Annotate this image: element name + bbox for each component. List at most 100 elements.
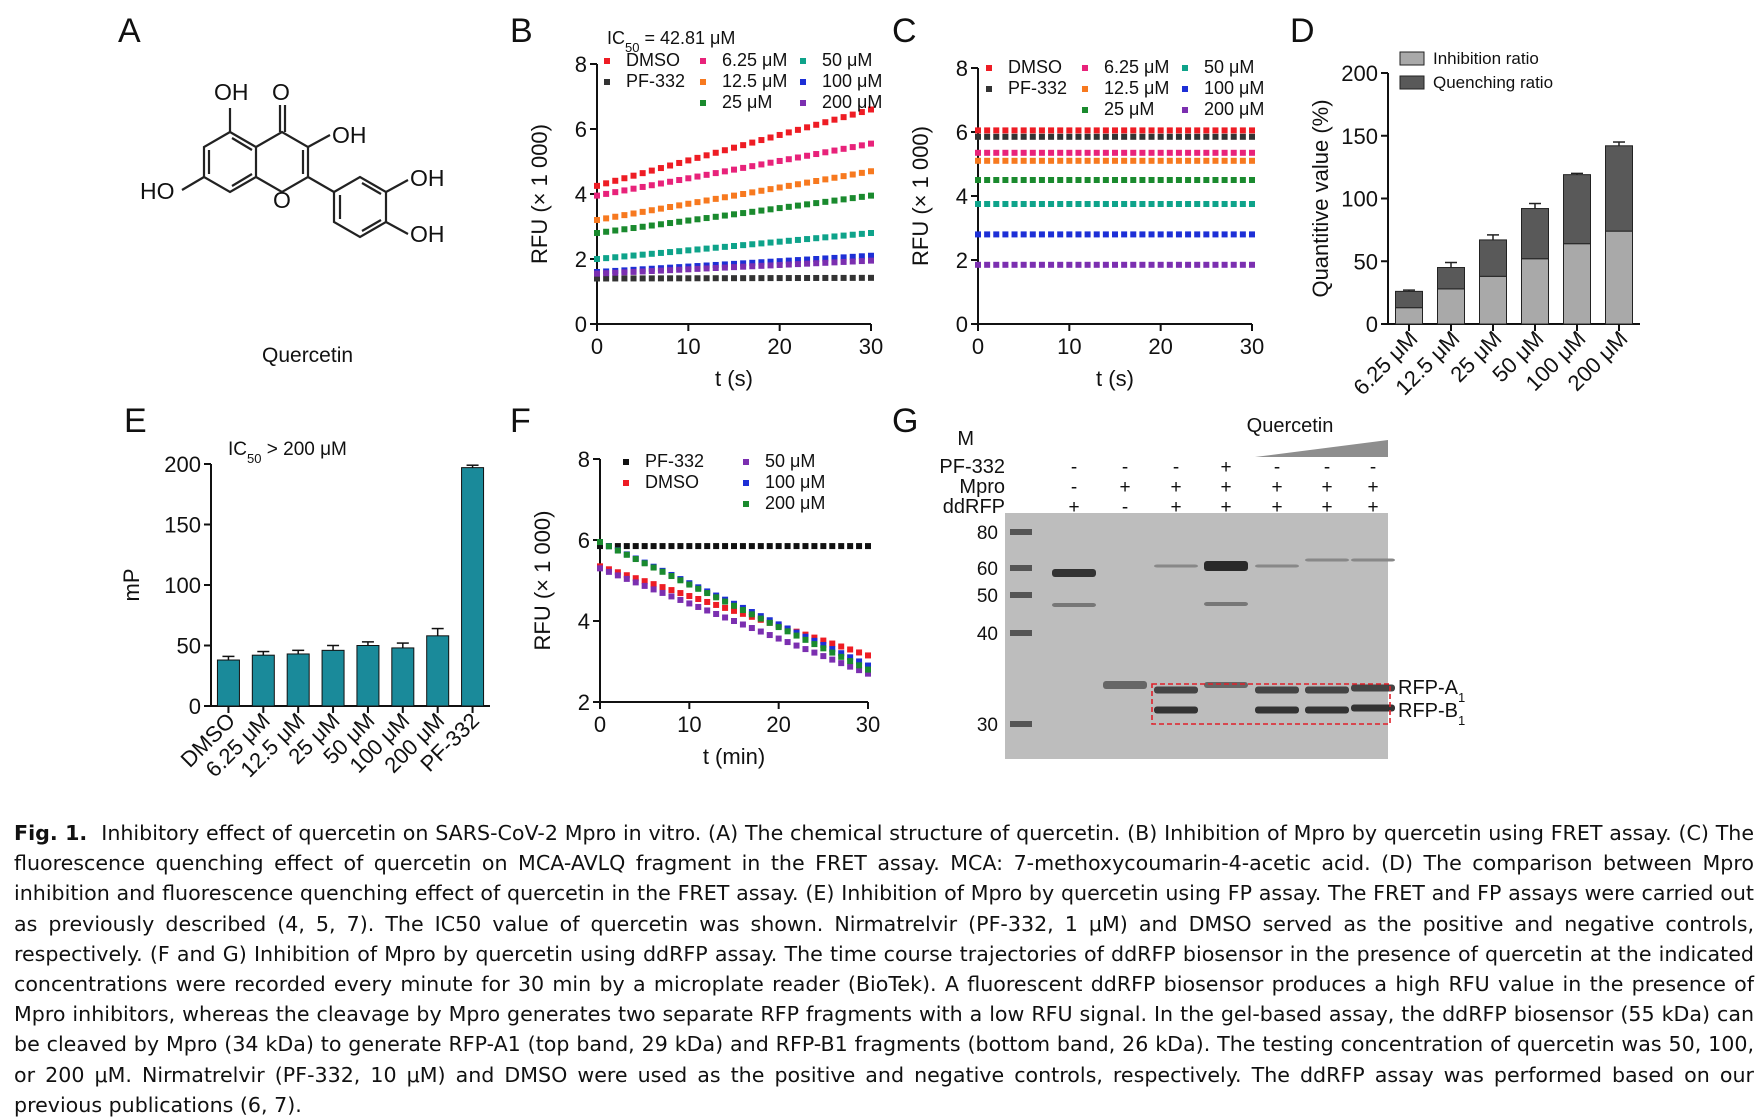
y-axis-label: RFU (× 1 000) bbox=[527, 124, 552, 264]
data-point bbox=[612, 189, 619, 196]
data-point bbox=[1230, 231, 1237, 238]
data-point bbox=[1075, 157, 1082, 164]
label-oh-catechol1: OH bbox=[410, 165, 445, 191]
gradient-label: Quercetin bbox=[1247, 415, 1334, 437]
data-point bbox=[722, 543, 729, 550]
data-point bbox=[597, 539, 603, 546]
legend-marker bbox=[986, 86, 992, 92]
y-tick-label: 2 bbox=[578, 690, 590, 715]
data-point bbox=[731, 243, 737, 249]
gel-band bbox=[1255, 686, 1299, 694]
y-tick-label: 200 bbox=[164, 452, 201, 477]
data-point bbox=[838, 653, 845, 660]
x-tick-label: 0 bbox=[594, 712, 606, 737]
data-point bbox=[813, 256, 820, 262]
data-point bbox=[1020, 231, 1027, 238]
data-point bbox=[1130, 201, 1137, 207]
data-point bbox=[822, 255, 829, 262]
data-point bbox=[639, 170, 646, 177]
data-point bbox=[1093, 127, 1100, 134]
data-point bbox=[1057, 133, 1064, 140]
gel-band bbox=[1255, 564, 1299, 568]
data-point bbox=[822, 274, 829, 281]
y-tick-label: 0 bbox=[575, 312, 587, 337]
data-point bbox=[612, 269, 619, 276]
data-point bbox=[1057, 177, 1064, 183]
bar-segment bbox=[1395, 290, 1423, 309]
data-point bbox=[685, 217, 692, 224]
data-point bbox=[1239, 231, 1246, 238]
data-point bbox=[1157, 177, 1164, 183]
ladder-label: M bbox=[957, 428, 974, 450]
data-point bbox=[667, 204, 674, 210]
data-point bbox=[993, 149, 1000, 156]
data-point bbox=[614, 547, 621, 554]
y-tick-label: 4 bbox=[575, 182, 587, 207]
data-point bbox=[793, 632, 800, 639]
legend-label: DMSO bbox=[626, 50, 680, 70]
data-point bbox=[1130, 157, 1137, 164]
data-point bbox=[811, 543, 818, 550]
data-point bbox=[1121, 231, 1128, 238]
data-point bbox=[1139, 261, 1146, 268]
data-point bbox=[831, 254, 838, 261]
y-tick-label: 8 bbox=[956, 56, 968, 81]
y-tick-label: 2 bbox=[956, 248, 968, 273]
data-point bbox=[1084, 261, 1091, 268]
y-tick-label: 6 bbox=[575, 117, 587, 142]
data-point bbox=[712, 170, 719, 177]
legend-marker bbox=[700, 100, 706, 106]
legend-marker bbox=[743, 459, 749, 465]
bar bbox=[426, 635, 450, 707]
gel-lane-sign: + bbox=[1321, 477, 1332, 498]
bar bbox=[251, 654, 275, 707]
data-point bbox=[694, 265, 701, 272]
data-point bbox=[721, 261, 728, 268]
y-tick-label: 8 bbox=[575, 52, 587, 77]
data-point bbox=[667, 249, 674, 256]
data-point bbox=[766, 632, 773, 639]
data-point bbox=[1002, 127, 1009, 134]
data-point bbox=[721, 212, 728, 219]
gel-band bbox=[1351, 684, 1395, 692]
ic50-label-b: IC50 = 42.81 μM bbox=[607, 28, 735, 55]
data-point bbox=[794, 181, 801, 188]
data-point bbox=[1139, 157, 1146, 164]
legend-label: 50 μM bbox=[765, 451, 815, 471]
gel-band bbox=[1204, 561, 1248, 571]
legend-marker bbox=[700, 79, 706, 85]
data-point bbox=[650, 543, 657, 550]
legend-label: 200 μM bbox=[1204, 99, 1264, 119]
data-point bbox=[676, 159, 683, 166]
legend-label: DMSO bbox=[645, 472, 699, 492]
data-point bbox=[632, 575, 639, 582]
data-point bbox=[1002, 231, 1009, 238]
data-point bbox=[984, 127, 991, 134]
data-point bbox=[648, 222, 655, 229]
gel-lane-sign: + bbox=[1170, 497, 1181, 518]
data-point bbox=[1011, 177, 1018, 183]
gel-lane-sign: - bbox=[1122, 457, 1128, 478]
data-point bbox=[630, 252, 637, 259]
data-point bbox=[712, 244, 719, 251]
data-point bbox=[1194, 261, 1201, 268]
data-point bbox=[603, 255, 610, 262]
data-point bbox=[641, 582, 648, 589]
legend-marker bbox=[604, 79, 610, 85]
data-point bbox=[731, 602, 737, 609]
data-point bbox=[1093, 157, 1100, 164]
legend-marker bbox=[1082, 65, 1088, 71]
data-point bbox=[1230, 127, 1237, 134]
data-point bbox=[659, 543, 666, 550]
legend-marker bbox=[1182, 107, 1188, 113]
legend-label: 12.5 μM bbox=[1104, 78, 1169, 98]
data-point bbox=[1239, 149, 1246, 156]
data-point bbox=[686, 543, 693, 550]
data-point bbox=[865, 666, 871, 673]
data-point bbox=[811, 649, 818, 656]
data-point bbox=[1166, 201, 1173, 207]
data-point bbox=[677, 577, 684, 584]
legend-swatch bbox=[1399, 75, 1425, 90]
data-point bbox=[1249, 201, 1255, 207]
y-tick-label: 50 bbox=[177, 634, 201, 659]
